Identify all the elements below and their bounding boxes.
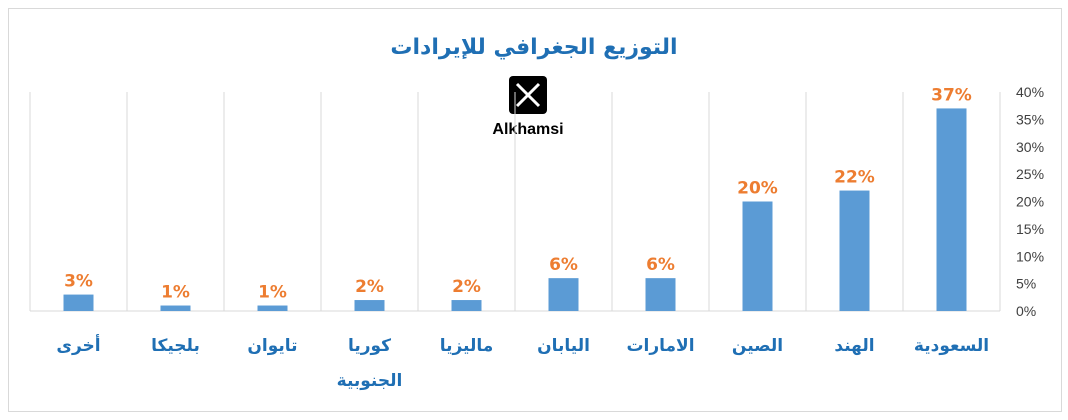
data-label: 6% — [549, 255, 578, 275]
y-axis-ticks: 0% 5% 10% 15% 20% 25% 30% 35% 40% — [1016, 84, 1044, 319]
category-label: الجنوبية — [337, 371, 403, 391]
category-label: تايوان — [247, 336, 297, 356]
data-label: 6% — [646, 255, 675, 275]
x-axis-categories: السعودية الهند الصين الامارات اليابان ماليزيا… — [56, 334, 989, 391]
y-tick-label: 10% — [1016, 248, 1044, 264]
data-label: 20% — [737, 179, 778, 199]
category-label: أخرى — [56, 334, 100, 356]
data-label: 2% — [452, 277, 481, 297]
bar — [645, 278, 676, 311]
y-tick-label: 0% — [1016, 303, 1036, 319]
y-tick-label: 35% — [1016, 111, 1044, 127]
y-tick-label: 40% — [1016, 84, 1044, 100]
data-label: 37% — [931, 85, 972, 105]
bar — [354, 300, 385, 311]
y-tick-label: 15% — [1016, 221, 1044, 237]
category-label: ماليزيا — [440, 336, 494, 356]
y-tick-label: 20% — [1016, 194, 1044, 210]
bar — [63, 294, 94, 311]
y-tick-label: 30% — [1016, 139, 1044, 155]
category-label: السعودية — [914, 336, 989, 356]
category-label: كوريا — [348, 336, 391, 356]
data-label: 22% — [834, 168, 875, 188]
data-label: 1% — [258, 283, 287, 303]
data-label: 1% — [161, 283, 190, 303]
gridlines — [29, 92, 1001, 312]
category-label: بلجيكا — [151, 336, 200, 356]
data-label: 2% — [355, 277, 384, 297]
category-label: الهند — [834, 336, 874, 356]
bars — [63, 108, 967, 311]
chart-frame — [8, 8, 1062, 412]
bar — [160, 305, 191, 311]
x-logo-icon — [509, 76, 547, 114]
bar — [936, 108, 967, 311]
bar — [742, 201, 773, 311]
bar — [839, 190, 870, 311]
chart-title: التوزيع الجغرافي للإيرادات — [390, 35, 677, 60]
bar — [451, 300, 482, 311]
data-labels: 37% 22% 20% 6% 6% 2% 2% 1% 1% 3% — [64, 85, 972, 302]
bar — [548, 278, 579, 311]
watermark-name: Alkhamsi — [492, 121, 563, 138]
y-tick-label: 25% — [1016, 166, 1044, 182]
category-label: الامارات — [626, 336, 694, 356]
y-tick-label: 5% — [1016, 276, 1036, 292]
category-label: الصين — [732, 336, 783, 356]
bar — [257, 305, 288, 311]
category-label: اليابان — [537, 336, 590, 356]
data-label: 3% — [64, 272, 93, 292]
